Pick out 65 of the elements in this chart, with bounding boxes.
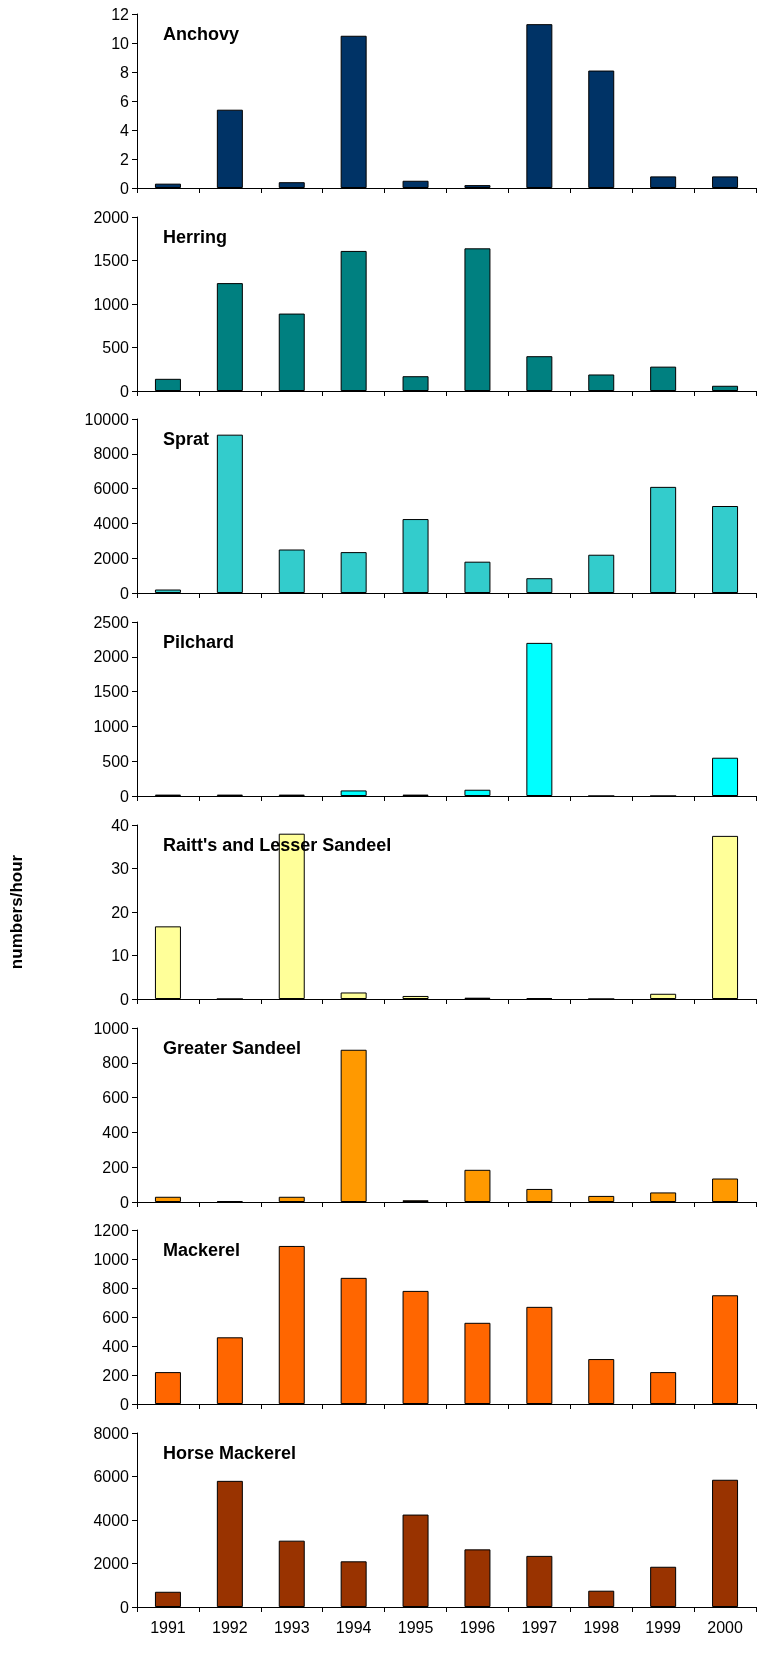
x-tick-label: 1998 bbox=[583, 1618, 620, 1636]
y-tick-label: 4000 bbox=[93, 1511, 130, 1529]
y-tick-label: 2000 bbox=[93, 648, 130, 666]
text: Mackerel bbox=[163, 1240, 241, 1261]
y-tick-label: 1500 bbox=[93, 683, 130, 701]
y-tick-label: 200 bbox=[102, 1158, 130, 1176]
y-tick-label: 2 bbox=[120, 150, 130, 168]
y-tick-label: 400 bbox=[102, 1123, 130, 1141]
x-tick-label: 1995 bbox=[397, 1618, 434, 1636]
y-tick-label: 6000 bbox=[93, 1467, 130, 1485]
y-tick-label: 500 bbox=[102, 752, 130, 770]
y-tick-label: 0 bbox=[120, 584, 130, 602]
x-tick-label: 1997 bbox=[521, 1618, 558, 1636]
y-tick-label: 1000 bbox=[93, 1250, 130, 1268]
y-tick-label: 10000 bbox=[84, 410, 130, 428]
y-tick-label: 4 bbox=[120, 121, 130, 139]
y-tick-label: 500 bbox=[102, 338, 130, 356]
y-tick-label: 2000 bbox=[93, 1554, 130, 1572]
y-tick-label: 800 bbox=[102, 1279, 130, 1297]
y-tick-label: 1500 bbox=[93, 251, 130, 269]
y-tick-label: 600 bbox=[102, 1308, 130, 1326]
y-tick-label: 20 bbox=[111, 903, 130, 921]
y-tick-label: 1200 bbox=[93, 1221, 130, 1239]
y-tick-label: 2000 bbox=[93, 550, 130, 568]
y-tick-label: 200 bbox=[102, 1366, 130, 1384]
x-tick-label: 1992 bbox=[212, 1618, 248, 1636]
y-tick-label: 0 bbox=[120, 1598, 130, 1616]
y-tick-label: 2500 bbox=[93, 613, 130, 631]
y-tick-label: 6 bbox=[120, 92, 130, 110]
y-tick-label: 40 bbox=[111, 816, 130, 834]
x-tick-label: 1999 bbox=[645, 1618, 682, 1636]
y-tick-label: 800 bbox=[102, 1053, 130, 1071]
y-tick-label: 0 bbox=[120, 382, 130, 400]
x-tick-label: 1994 bbox=[335, 1618, 372, 1636]
x-tick-label: 2000 bbox=[707, 1618, 743, 1636]
text: Anchovy bbox=[163, 24, 240, 44]
y-tick-label: 6000 bbox=[93, 480, 130, 498]
text: Sprat bbox=[163, 429, 210, 450]
text: Horse Mackerel bbox=[163, 1442, 297, 1463]
y-tick-label: 10 bbox=[111, 946, 130, 964]
x-tick-label: 1993 bbox=[273, 1618, 310, 1636]
text: Herring bbox=[163, 226, 228, 247]
y-tick-label: 8 bbox=[120, 63, 130, 81]
y-tick-label: 0 bbox=[120, 787, 130, 805]
x-tick-label: 1996 bbox=[459, 1618, 496, 1636]
y-tick-label: 0 bbox=[120, 1395, 130, 1413]
y-tick-label: 1000 bbox=[93, 295, 130, 313]
y-tick-label: 0 bbox=[120, 990, 130, 1008]
y-tick-label: 0 bbox=[120, 179, 130, 197]
y-tick-label: 12 bbox=[111, 5, 130, 23]
y-tick-label: 10 bbox=[111, 34, 130, 52]
y-tick-label: 1000 bbox=[93, 1019, 130, 1036]
y-tick-label: 600 bbox=[102, 1088, 130, 1106]
y-tick-label: 8000 bbox=[93, 1424, 130, 1442]
y-tick-label: 1000 bbox=[93, 717, 130, 735]
x-tick-label: 1991 bbox=[150, 1618, 186, 1636]
y-tick-label: 0 bbox=[120, 1193, 130, 1210]
y-tick-label: 400 bbox=[102, 1337, 130, 1355]
y-tick-label: 4000 bbox=[93, 515, 130, 533]
y-tick-label: 2000 bbox=[93, 208, 130, 226]
y-axis-title: numbers/hour bbox=[7, 854, 26, 969]
y-tick-label: 8000 bbox=[93, 445, 130, 463]
y-tick-label: 30 bbox=[111, 859, 130, 877]
text: Greater Sandeel bbox=[163, 1037, 302, 1058]
text: Pilchard bbox=[163, 632, 235, 653]
